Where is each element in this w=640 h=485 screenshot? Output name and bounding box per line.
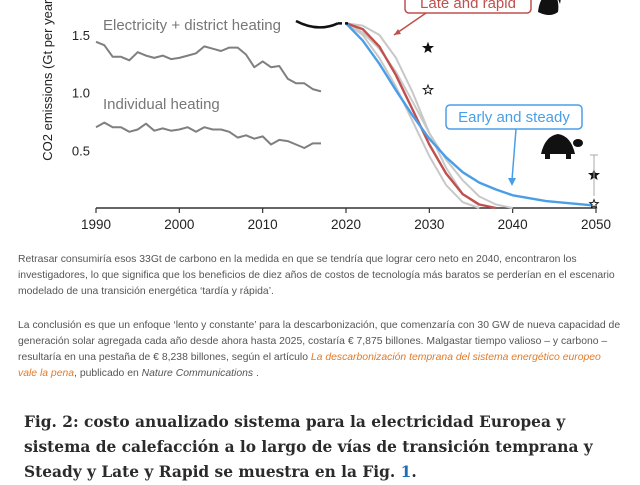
turtle-icon-head xyxy=(573,139,583,147)
paper-title-link[interactable]: La descarbonización temprana del sistema… xyxy=(18,352,601,379)
turtle-icon xyxy=(541,134,575,154)
hare-icon-ear xyxy=(558,0,561,4)
series-line xyxy=(345,22,480,207)
turtle-icon-leg xyxy=(545,153,550,159)
series-line xyxy=(345,22,513,209)
x-tick-label: 2010 xyxy=(248,217,278,232)
x-tick-label: 2030 xyxy=(414,217,444,232)
scenario-label: Late and rapid xyxy=(420,0,516,12)
hare-icon xyxy=(538,0,559,15)
series-line xyxy=(345,22,597,207)
x-tick-label: 2040 xyxy=(498,217,528,232)
scenario-label: Early and steady xyxy=(458,109,570,126)
journal-name: Nature Communications xyxy=(141,368,254,379)
series-line xyxy=(95,121,321,149)
paragraph-2-end: . xyxy=(253,368,259,379)
article-paragraph-1: Retrasar consumiría esos 33Gt de carbono… xyxy=(18,254,615,297)
figure-caption: Fig. 2: costo anualizado sistema para la… xyxy=(24,410,620,485)
annotation-arrowhead xyxy=(394,29,401,35)
x-tick-label: 2050 xyxy=(581,217,611,232)
y-tick-label: 1.5 xyxy=(72,28,90,43)
series-line xyxy=(345,22,480,209)
caption-end: . xyxy=(411,463,417,481)
y-tick-label: 1.0 xyxy=(72,86,90,101)
article-paragraph-2: La conclusión es que un enfoque ‘lento y… xyxy=(18,318,622,382)
x-tick-label: 2000 xyxy=(164,217,194,232)
scenario-label-box xyxy=(404,0,532,14)
scenario-label-box xyxy=(445,104,583,130)
annotation-arrowhead xyxy=(508,178,516,186)
figure-link[interactable]: 1 xyxy=(400,463,412,481)
star-marker xyxy=(421,41,435,54)
turtle-icon-leg xyxy=(566,153,571,159)
y-tick-label: 0.5 xyxy=(72,143,90,158)
paragraph-2-text: La conclusión es que un enfoque ‘lento y… xyxy=(18,320,621,363)
series-label: Electricity + district heating xyxy=(103,17,281,34)
x-tick-label: 1990 xyxy=(81,217,111,232)
star-marker xyxy=(421,83,435,96)
history-connector-line xyxy=(295,19,339,29)
annotation-pointer xyxy=(511,128,517,181)
series-line xyxy=(95,40,322,93)
paragraph-2-mid: , publicado en xyxy=(74,368,142,379)
series-label: Individual heating xyxy=(103,96,220,113)
star-marker xyxy=(588,198,600,209)
x-tick-label: 2020 xyxy=(331,217,361,232)
emissions-chart: CO2 emissions (Gt per year) 0.5 1.0 1.5 1990… xyxy=(40,0,611,232)
y-axis-label: CO2 emissions (Gt per year) xyxy=(40,0,55,161)
caption-text: Fig. 2: costo anualizado sistema para la… xyxy=(24,413,593,481)
